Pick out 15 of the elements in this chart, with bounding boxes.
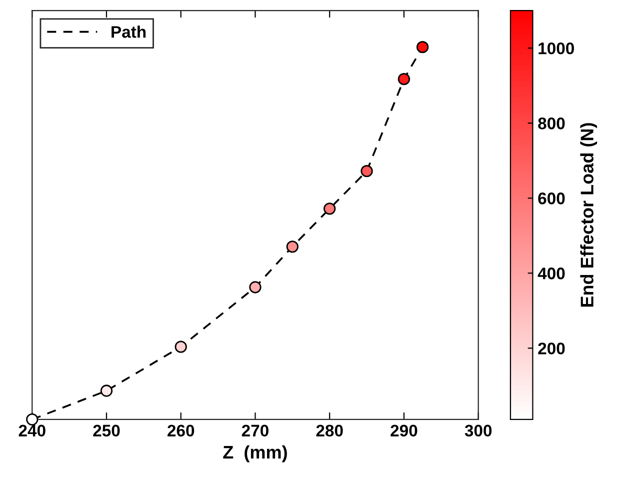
color-bar-label: 600: [538, 192, 565, 204]
color-bar-label: 200: [538, 342, 565, 354]
x-tick-label: 260: [168, 424, 194, 437]
x-axis-title: Z (mm): [223, 445, 287, 462]
x-tick-label: 290: [390, 424, 418, 437]
color-bar-label: 400: [538, 268, 565, 280]
x-tick-label: 280: [316, 424, 343, 437]
color-bar-title: End Effector Load (N): [580, 123, 598, 307]
legend-label: Path: [112, 26, 146, 38]
x-tick-label: 300: [464, 424, 492, 437]
color-bar-label: 800: [538, 118, 565, 130]
x-tick-label: 250: [93, 424, 120, 437]
x-tick-label: 270: [242, 424, 268, 437]
x-tick-label: 240: [18, 424, 46, 437]
color-bar-label: 1000: [538, 42, 574, 54]
